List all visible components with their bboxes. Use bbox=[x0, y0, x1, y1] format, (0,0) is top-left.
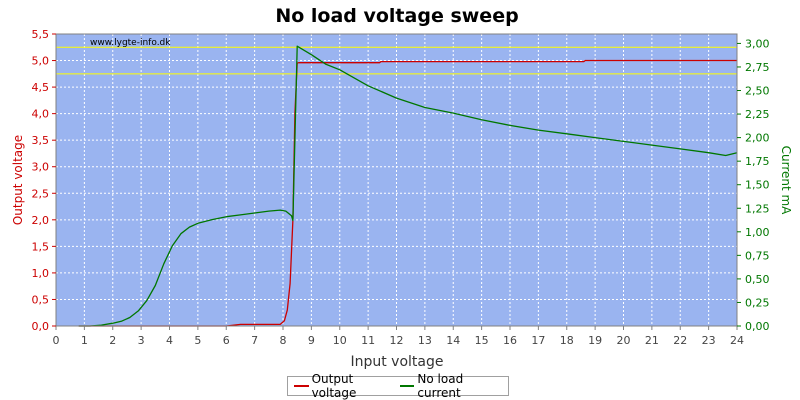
legend-swatch-output-voltage bbox=[294, 385, 309, 387]
x-tick-label: 9 bbox=[308, 334, 315, 347]
x-tick-label: 4 bbox=[166, 334, 173, 347]
chart-title: No load voltage sweep bbox=[275, 5, 518, 27]
y-left-tick-label: 3,5 bbox=[32, 134, 50, 147]
y-left-tick-label: 0,5 bbox=[32, 293, 50, 306]
y-right-tick-label: 2,75 bbox=[745, 61, 770, 74]
x-tick-label: 5 bbox=[194, 334, 201, 347]
y-right-tick-label: 0,50 bbox=[745, 273, 770, 286]
y-left-tick-label: 4,5 bbox=[32, 81, 50, 94]
legend-item-output-voltage: Output voltage bbox=[294, 372, 394, 400]
x-tick-label: 14 bbox=[446, 334, 460, 347]
x-tick-label: 21 bbox=[645, 334, 659, 347]
y-left-tick-label: 0,0 bbox=[32, 320, 50, 333]
y-left-tick-label: 4,0 bbox=[32, 108, 50, 121]
y-left-tick-label: 2,5 bbox=[32, 187, 50, 200]
reference-lines bbox=[56, 46, 737, 75]
x-tick-label: 0 bbox=[53, 334, 60, 347]
legend: Output voltage No load current bbox=[287, 372, 509, 400]
y-axis-right-label: Current mA bbox=[779, 146, 793, 216]
x-tick-label: 22 bbox=[673, 334, 687, 347]
x-tick-label: 15 bbox=[475, 334, 489, 347]
y-left-tick-label: 2,0 bbox=[32, 214, 50, 227]
y-right-tick-label: 0,25 bbox=[745, 296, 770, 309]
y-axis-left: 0,0 0,5 1,0 1,5 2,0 2,5 3,0 3,5 4,0 4,5 5,0 5,5 bbox=[32, 28, 56, 333]
y-right-tick-label: 0,75 bbox=[745, 249, 770, 262]
watermark: www.lygte-info.dk bbox=[90, 38, 171, 48]
y-right-tick-label: 1,75 bbox=[745, 155, 770, 168]
x-tick-label: 8 bbox=[280, 334, 287, 347]
y-right-tick-label: 0,00 bbox=[745, 320, 770, 333]
x-tick-label: 23 bbox=[702, 334, 716, 347]
grid bbox=[56, 34, 737, 326]
x-tick-label: 19 bbox=[588, 334, 602, 347]
x-axis-label: Input voltage bbox=[350, 354, 443, 370]
x-tick-label: 10 bbox=[333, 334, 347, 347]
y-right-tick-label: 2,25 bbox=[745, 108, 770, 121]
x-tick-label: 1 bbox=[81, 334, 88, 347]
x-tick-label: 2 bbox=[109, 334, 116, 347]
y-right-tick-label: 2,00 bbox=[745, 132, 770, 145]
legend-item-no-load-current: No load current bbox=[399, 372, 502, 400]
y-axis-left-label: Output voltage bbox=[11, 135, 25, 225]
x-tick-label: 18 bbox=[560, 334, 574, 347]
x-tick-label: 6 bbox=[223, 334, 230, 347]
y-right-tick-label: 1,00 bbox=[745, 226, 770, 239]
x-tick-label: 20 bbox=[617, 334, 631, 347]
x-tick-label: 24 bbox=[730, 334, 744, 347]
legend-swatch-no-load-current bbox=[399, 385, 415, 387]
series-no-load-current bbox=[78, 45, 738, 327]
y-left-tick-label: 5,5 bbox=[32, 28, 50, 41]
legend-label-no-load-current: No load current bbox=[417, 372, 464, 400]
y-left-tick-label: 1,5 bbox=[32, 240, 50, 253]
x-tick-label: 13 bbox=[418, 334, 432, 347]
y-right-tick-label: 2,50 bbox=[745, 85, 770, 98]
y-right-tick-label: 3,00 bbox=[745, 37, 770, 50]
legend-label-output-voltage: Output voltage bbox=[311, 372, 357, 400]
x-tick-label: 16 bbox=[503, 334, 517, 347]
y-left-tick-label: 1,0 bbox=[32, 267, 50, 280]
y-axis-right: 0,00 0,25 0,50 0,75 1,00 1,25 1,50 1,75 2,00 2,25… bbox=[737, 37, 770, 333]
x-tick-label: 3 bbox=[138, 334, 145, 347]
y-right-tick-label: 1,50 bbox=[745, 179, 770, 192]
x-tick-label: 11 bbox=[361, 334, 375, 347]
x-tick-label: 12 bbox=[390, 334, 404, 347]
y-right-tick-label: 1,25 bbox=[745, 202, 770, 215]
y-left-tick-label: 5,0 bbox=[32, 55, 50, 68]
x-axis: 0 1 2 3 4 5 6 7 8 9 10 11 12 13 14 15 16 17 18 19 20 21 22 23 24 bbox=[53, 326, 744, 347]
y-left-tick-label: 3,0 bbox=[32, 161, 50, 174]
x-tick-label: 7 bbox=[251, 334, 258, 347]
x-tick-label: 17 bbox=[531, 334, 545, 347]
